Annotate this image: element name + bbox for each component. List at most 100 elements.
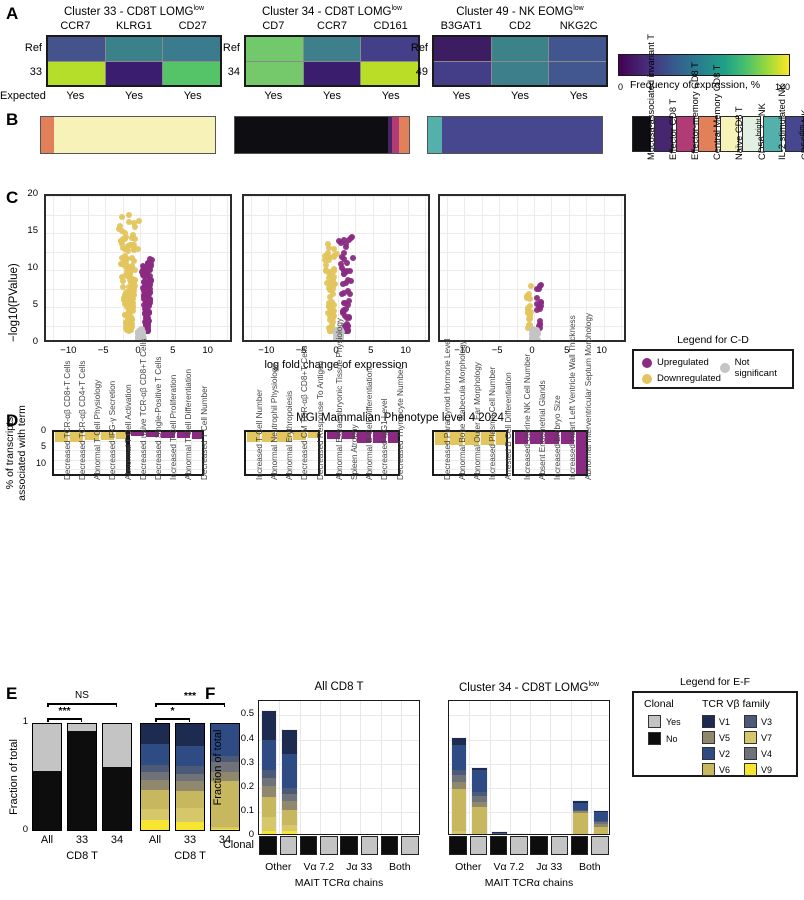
panel-a-heatmap bbox=[46, 35, 222, 87]
sig-bracket-tick bbox=[47, 718, 49, 722]
volcano-point bbox=[336, 328, 342, 335]
panel-a-letter: A bbox=[6, 4, 19, 23]
panel-f-bar-segment bbox=[451, 770, 467, 775]
volcano-point bbox=[125, 313, 132, 320]
panel-f-category-label: Other bbox=[455, 861, 482, 873]
gridline-h bbox=[244, 288, 428, 290]
volcano-point bbox=[330, 276, 337, 283]
gridline-v bbox=[299, 701, 301, 834]
panel-a-cell-ref bbox=[163, 37, 220, 61]
gridline-h bbox=[449, 811, 609, 813]
gridline-h bbox=[244, 233, 428, 234]
panel-f-bar-segment bbox=[282, 787, 297, 794]
gridline-v bbox=[70, 196, 72, 340]
volcano-xtick: −5 bbox=[491, 345, 503, 356]
volcano-point bbox=[119, 277, 126, 284]
gridline-h bbox=[46, 233, 230, 234]
gridline-v bbox=[568, 196, 570, 340]
volcano-point bbox=[140, 285, 147, 292]
panel-b-stacked-bar bbox=[40, 116, 216, 154]
panel-d-bar bbox=[387, 432, 398, 443]
panel-f-plot-title: All CD8 T bbox=[314, 681, 364, 693]
volcano-point bbox=[135, 246, 142, 253]
volcano-point bbox=[325, 244, 332, 251]
legend-upregulated-swatch bbox=[642, 357, 652, 368]
gridline-h bbox=[244, 196, 428, 197]
panel-e-ytick-0: 0 bbox=[22, 824, 28, 835]
panel-b-legend-swatch bbox=[675, 116, 695, 152]
volcano-point bbox=[531, 340, 537, 342]
gridline-v bbox=[360, 701, 362, 834]
legend-cd-title: Legend for C-D bbox=[677, 334, 749, 346]
gridline-v bbox=[449, 432, 451, 474]
gridline-v bbox=[570, 701, 572, 834]
legend-clonal-label: Yes bbox=[666, 716, 681, 727]
volcano-point bbox=[139, 262, 146, 269]
panel-d-bar bbox=[480, 432, 494, 446]
legend-vb-row: V3 bbox=[744, 715, 772, 728]
legend-vb-label: V7 bbox=[761, 732, 773, 743]
gridline-v bbox=[291, 432, 293, 474]
panel-f-category-label: Jα 33 bbox=[346, 861, 373, 873]
panel-d-term-label: Decreased TCR-αβ CD4+T Cells bbox=[78, 360, 87, 480]
legend-clonal-row: No bbox=[648, 732, 681, 745]
panel-d-ytick: 10 bbox=[35, 457, 46, 468]
panel-a-expected-value: Yes bbox=[569, 90, 588, 102]
volcano-point bbox=[131, 277, 138, 284]
volcano-xtick: −10 bbox=[258, 345, 275, 356]
volcano-xtick: −10 bbox=[60, 345, 77, 356]
panel-a-cell-cluster bbox=[303, 61, 361, 85]
gridline-h bbox=[244, 325, 428, 327]
volcano-point bbox=[341, 299, 348, 306]
legend-vb-label: V2 bbox=[719, 748, 731, 759]
panel-f-bar-segment bbox=[472, 833, 487, 834]
panel-e-vbeta-segment bbox=[211, 781, 239, 828]
volcano-point bbox=[327, 272, 334, 279]
panel-e-xtick: 33 bbox=[75, 834, 89, 846]
volcano-point bbox=[137, 327, 144, 334]
panel-f-bar-segment bbox=[593, 824, 609, 827]
legend-clonal-swatch bbox=[648, 732, 661, 745]
legend-vb-items: V1 V3 V5 V7 V2 V4 V6 V9 bbox=[702, 715, 772, 776]
gridline-v bbox=[489, 701, 491, 834]
panel-f-ytick: 0.5 bbox=[240, 708, 254, 720]
volcano-point bbox=[343, 241, 350, 248]
panel-e-ytick-1: 1 bbox=[22, 716, 28, 727]
panel-e-vbeta-bar bbox=[210, 723, 240, 831]
volcano-point bbox=[129, 308, 136, 315]
panel-e-clonal-bar bbox=[32, 723, 62, 831]
panel-b-bar-segment bbox=[388, 117, 393, 153]
volcano-point bbox=[130, 219, 137, 226]
panel-f-clonal-box bbox=[469, 836, 488, 855]
panel-e-sig-star3b: *** bbox=[183, 690, 197, 702]
volcano-point bbox=[344, 259, 351, 266]
legend-vb-swatch bbox=[702, 731, 715, 744]
panel-a-marker-headers: CD7 CCR7 CD161 bbox=[244, 20, 420, 32]
legend-clonal-swatch bbox=[648, 715, 661, 728]
panel-f-bar-segment bbox=[492, 832, 507, 833]
legend-clonal-title: Clonal bbox=[644, 698, 674, 710]
volcano-point bbox=[130, 231, 137, 238]
panel-f-bar-segment bbox=[282, 730, 297, 755]
panel-f-bar-segment bbox=[472, 769, 487, 793]
volcano-point bbox=[347, 290, 354, 297]
panel-b-stacked-bar bbox=[234, 116, 410, 154]
panel-a-marker-label: B3GAT1 bbox=[440, 20, 483, 32]
volcano-point bbox=[325, 284, 332, 291]
panel-a-cell-ref bbox=[246, 37, 303, 61]
panel-f-ylabel: Fraction of total bbox=[212, 729, 224, 806]
panel-d-bar bbox=[342, 432, 356, 440]
volcano-point bbox=[340, 237, 347, 244]
volcano-point bbox=[537, 300, 544, 307]
colorbar-max: 100 bbox=[774, 82, 790, 92]
volcano-point bbox=[130, 284, 137, 291]
legend-vb-label: V1 bbox=[719, 716, 731, 727]
panel-f-bar-segment bbox=[593, 811, 609, 821]
volcano-point bbox=[143, 321, 150, 328]
panel-f-clonal-row-label: Clonal bbox=[222, 839, 254, 851]
gridline-v bbox=[400, 701, 402, 834]
panel-d-term-label: Spleen Atrophy bbox=[350, 424, 359, 480]
panel-c-ylabel: −log10(PValue) bbox=[8, 263, 20, 342]
panel-d-term-label: Arrested B Cell Differentiation bbox=[503, 372, 513, 480]
panel-f-bar bbox=[491, 830, 508, 834]
